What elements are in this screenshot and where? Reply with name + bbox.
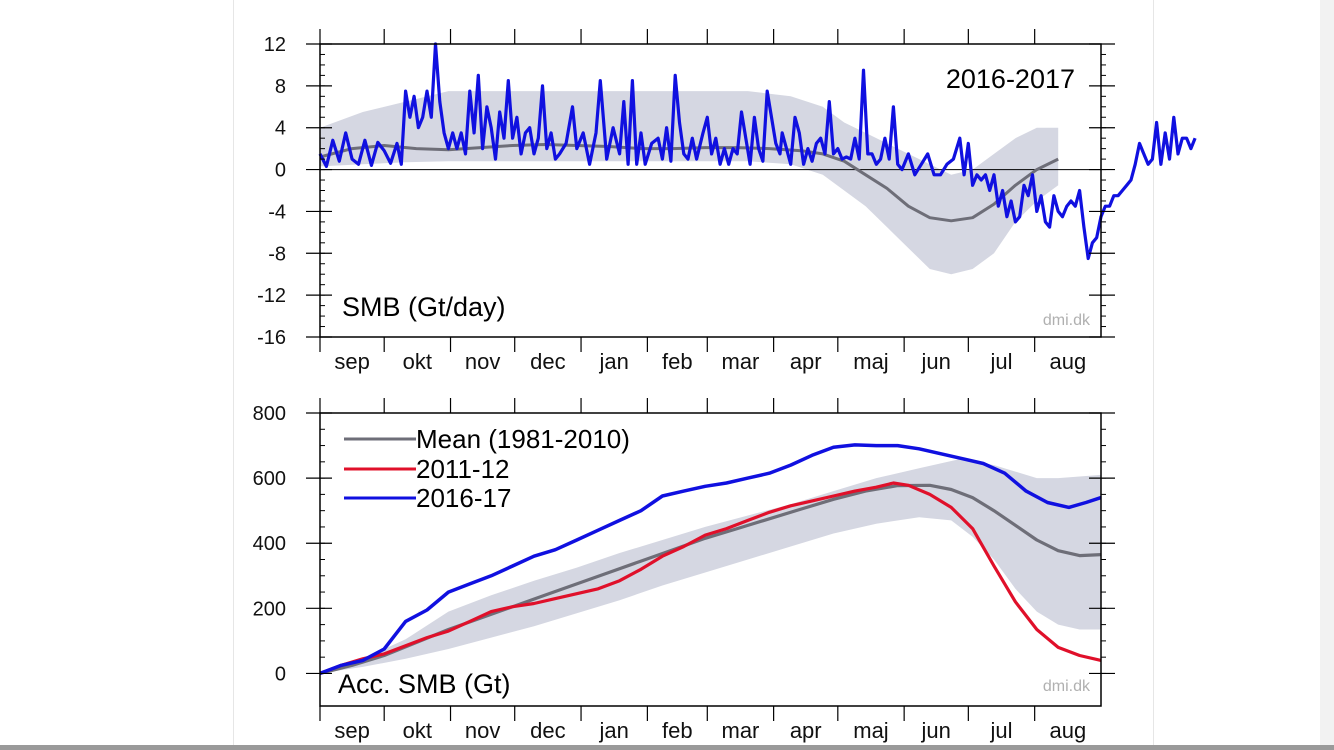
scroll-edge [1320, 0, 1334, 750]
daily-smb-x-month-label: aug [1049, 349, 1086, 374]
acc-smb-y-tick-label: 0 [275, 663, 286, 685]
daily-smb-x-axis: sep okt nov dec jan feb mar apr maj jun jul aug [319, 29, 1086, 374]
daily-smb-x-month-label: okt [403, 349, 432, 374]
legend: Mean (1981-2010) 2011-12 2016-17 [344, 424, 630, 513]
daily-smb-y-tick-label: -16 [257, 327, 286, 349]
daily-smb-y-axis: 12 8 4 0 -4 -8 -12 -16 [257, 34, 1115, 349]
daily-smb-x-month-label: mar [722, 349, 760, 374]
acc-smb-y-tick-label: 600 [253, 468, 286, 490]
bottom-bar [0, 745, 1334, 750]
acc-smb-x-month-label: mar [722, 718, 760, 743]
daily-smb-x-month-label: sep [334, 349, 369, 374]
acc-smb-x-month-label: jun [921, 718, 951, 743]
daily-smb-y-tick-label: 8 [275, 76, 286, 98]
acc-smb-x-month-label: jul [989, 718, 1012, 743]
daily-smb-x-month-label: feb [662, 349, 693, 374]
acc-smb-2016-17-line [319, 443, 1102, 676]
page-border-right [1153, 0, 1154, 750]
acc-smb-x-month-label: maj [853, 718, 888, 743]
daily-smb-x-month-label: nov [465, 349, 500, 374]
daily-smb-x-month-label: jan [599, 349, 629, 374]
daily-smb-y-tick-label: -8 [268, 243, 286, 265]
acc-smb-x-axis: sep okt nov dec jan feb mar apr maj jun jul aug [319, 398, 1086, 743]
daily-smb-y-tick-label: 4 [275, 118, 286, 140]
acc-smb-y-tick-label: 400 [253, 533, 286, 555]
season-label: 2016-2017 [946, 64, 1075, 94]
acc-smb-x-month-label: sep [334, 718, 369, 743]
acc-smb-x-month-label: feb [662, 718, 693, 743]
daily-smb-y-tick-label: 12 [264, 34, 286, 56]
acc-smb-2011-12-line [319, 481, 1102, 675]
acc-smb-x-month-label: apr [790, 718, 822, 743]
acc-smb-y-tick-label: 200 [253, 598, 286, 620]
page-border-left [233, 0, 234, 750]
acc-smb-x-month-label: nov [465, 718, 500, 743]
daily-smb-x-month-label: jul [989, 349, 1012, 374]
acc-smb-x-month-label: aug [1049, 718, 1086, 743]
daily-smb-x-month-label: apr [790, 349, 822, 374]
legend-label-2011-12: 2011-12 [416, 454, 510, 484]
acc-smb-label: Acc. SMB (Gt) [338, 669, 511, 699]
daily-smb-x-month-label: dec [530, 349, 565, 374]
daily-smb-y-tick-label: -12 [257, 285, 286, 307]
legend-label-2016-17: 2016-17 [416, 483, 511, 513]
legend-label-mean: Mean (1981-2010) [416, 424, 630, 454]
daily-smb-2016-17-line [318, 42, 1197, 261]
accumulated-smb-panel: 800 600 400 200 0 sep okt nov dec jan feb mar apr ma… [253, 398, 1115, 743]
acc-smb-credit: dmi.dk [1043, 678, 1091, 695]
acc-smb-x-month-label: jan [599, 718, 629, 743]
daily-smb-panel: 12 8 4 0 -4 -8 -12 -16 sep okt nov dec jan feb mar apr… [257, 29, 1197, 374]
acc-smb-x-month-label: dec [530, 718, 565, 743]
daily-smb-y-tick-label: -4 [268, 201, 286, 223]
daily-smb-credit: dmi.dk [1043, 312, 1091, 329]
daily-smb-x-month-label: maj [853, 349, 888, 374]
acc-smb-y-axis: 800 600 400 200 0 [253, 403, 1115, 685]
acc-smb-x-month-label: okt [403, 718, 432, 743]
daily-smb-label: SMB (Gt/day) [342, 292, 506, 322]
daily-smb-x-month-label: jun [921, 349, 951, 374]
acc-smb-y-tick-label: 800 [253, 403, 286, 425]
daily-smb-y-tick-label: 0 [275, 160, 286, 182]
acc-smb-range-band [320, 458, 1101, 674]
